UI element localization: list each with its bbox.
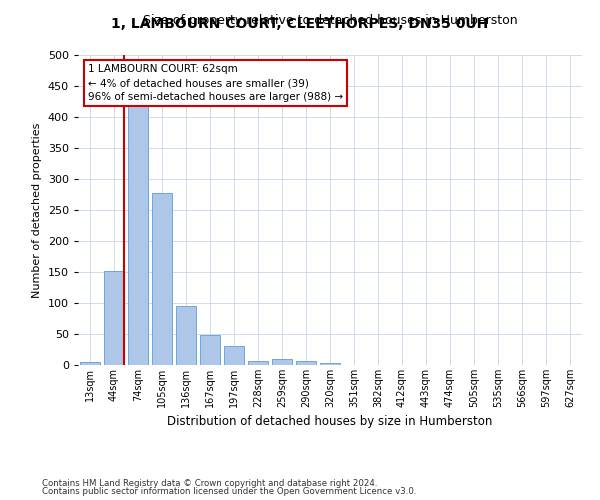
- Title: Size of property relative to detached houses in Humberston: Size of property relative to detached ho…: [143, 14, 517, 28]
- Bar: [224, 346, 244, 365]
- Bar: [272, 359, 292, 365]
- Text: Contains HM Land Registry data © Crown copyright and database right 2024.: Contains HM Land Registry data © Crown c…: [42, 478, 377, 488]
- Bar: [152, 192, 172, 365]
- Text: 1 LAMBOURN COURT: 62sqm
← 4% of detached houses are smaller (39)
96% of semi-det: 1 LAMBOURN COURT: 62sqm ← 4% of detached…: [88, 64, 343, 102]
- Bar: [104, 271, 124, 365]
- Bar: [320, 362, 340, 365]
- Text: Contains public sector information licensed under the Open Government Licence v3: Contains public sector information licen…: [42, 487, 416, 496]
- X-axis label: Distribution of detached houses by size in Humberston: Distribution of detached houses by size …: [167, 416, 493, 428]
- Bar: [80, 362, 100, 365]
- Bar: [176, 306, 196, 365]
- Bar: [200, 334, 220, 365]
- Bar: [248, 360, 268, 365]
- Y-axis label: Number of detached properties: Number of detached properties: [32, 122, 42, 298]
- Bar: [296, 360, 316, 365]
- Text: 1, LAMBOURN COURT, CLEETHORPES, DN35 0UH: 1, LAMBOURN COURT, CLEETHORPES, DN35 0UH: [112, 18, 488, 32]
- Bar: [128, 104, 148, 365]
